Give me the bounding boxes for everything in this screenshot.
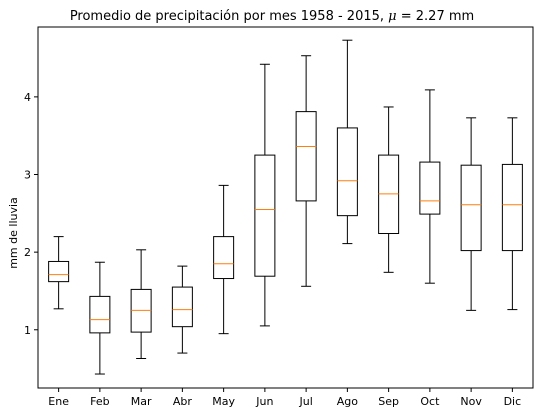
y-tick-label: 1 xyxy=(24,324,31,337)
x-tick-label: Oct xyxy=(420,395,440,408)
box-jun xyxy=(254,154,276,277)
chart-title-suffix: = 2.27 mm xyxy=(397,9,475,24)
y-tick-label: 2 xyxy=(24,246,31,259)
box-ago xyxy=(336,127,358,217)
chart-title-prefix: Promedio de precipitación por mes 1958 -… xyxy=(70,9,388,24)
x-tick-label: Ago xyxy=(337,395,359,408)
x-tick-label: Abr xyxy=(173,395,193,408)
chart-title-symbol: μ xyxy=(388,9,396,24)
x-tick-label: Ene xyxy=(48,395,69,408)
y-tick-label: 3 xyxy=(24,169,31,182)
box-may xyxy=(213,236,235,280)
plot-area: 1 2 3 4 Ene Feb Mar Abr May Jun Jul Ago Sep Oct Nov Dic xyxy=(24,39,523,408)
box-abr xyxy=(171,286,193,328)
x-tick-label: Jul xyxy=(298,395,312,408)
box-nov xyxy=(460,164,482,252)
x-tick-label: Dic xyxy=(504,395,522,408)
y-axis-label: mm de lluvia xyxy=(7,197,20,269)
chart-title: Promedio de precipitación por mes 1958 -… xyxy=(70,9,474,24)
x-tick-label: May xyxy=(212,395,235,408)
plot-frame xyxy=(37,26,534,389)
x-tick-label: Nov xyxy=(460,395,482,408)
x-tick-label: Sep xyxy=(378,395,399,408)
box-dic xyxy=(501,163,523,252)
y-tick-label: 4 xyxy=(24,91,31,104)
x-tick-label: Mar xyxy=(131,395,152,408)
box-feb xyxy=(89,295,111,334)
box-ene xyxy=(48,260,70,283)
x-tick-label: Jun xyxy=(255,395,273,408)
x-tick-label: Feb xyxy=(90,395,109,408)
box-oct xyxy=(419,161,441,215)
box-jul xyxy=(295,111,317,202)
